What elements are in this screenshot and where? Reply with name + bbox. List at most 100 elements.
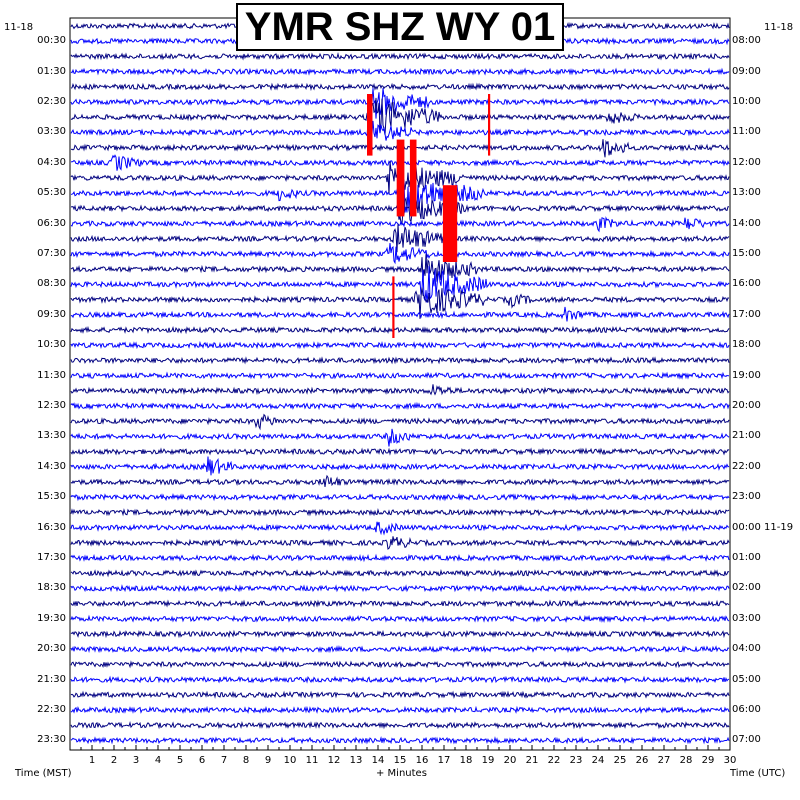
x-tick-label: 19 bbox=[481, 755, 495, 766]
clipped-signal bbox=[442, 185, 458, 262]
x-axis-left-label: Time (MST) bbox=[15, 768, 72, 779]
left-time-label: 04:30 bbox=[37, 156, 66, 168]
x-tick-label: 6 bbox=[198, 755, 206, 766]
left-time-label: 09:30 bbox=[37, 308, 66, 320]
right-time-label: 02:00 bbox=[732, 582, 761, 594]
seismic-trace bbox=[70, 584, 730, 593]
left-time-label: 19:30 bbox=[37, 612, 66, 624]
seismic-trace bbox=[70, 52, 730, 61]
seismic-trace bbox=[70, 705, 730, 715]
x-tick-label: 22 bbox=[547, 755, 561, 766]
x-tick-label: 5 bbox=[176, 755, 184, 766]
seismic-trace bbox=[70, 413, 730, 431]
x-tick-label: 21 bbox=[525, 755, 539, 766]
seismic-trace bbox=[70, 384, 730, 396]
x-tick-label: 2 bbox=[110, 755, 118, 766]
left-time-label: 12:30 bbox=[37, 400, 66, 411]
x-tick-label: 17 bbox=[437, 755, 451, 766]
right-time-label: 09:00 bbox=[732, 65, 761, 77]
left-time-label: 17:30 bbox=[37, 552, 66, 563]
left-time-label: 07:30 bbox=[37, 248, 66, 259]
right-time-label: 08:00 bbox=[732, 35, 761, 47]
x-axis-label: + Minutes bbox=[376, 768, 427, 779]
clipped-signal bbox=[488, 94, 491, 156]
x-tick-label: 26 bbox=[635, 755, 649, 766]
right-time-label: 21:00 bbox=[732, 430, 761, 442]
seismic-trace bbox=[70, 521, 730, 536]
left-time-label: 16:30 bbox=[37, 521, 66, 533]
right-time-label: 03:00 bbox=[732, 612, 761, 624]
right-time-label: 17:00 bbox=[732, 308, 761, 320]
x-tick-label: 14 bbox=[371, 755, 385, 766]
x-tick-label: 15 bbox=[393, 755, 407, 766]
seismic-trace bbox=[70, 306, 730, 322]
x-tick-label: 18 bbox=[459, 755, 473, 766]
x-tick-label: 1 bbox=[88, 755, 96, 766]
x-tick-label: 4 bbox=[154, 755, 162, 766]
clipped-signal bbox=[396, 139, 405, 217]
right-time-label: 13:00 bbox=[732, 187, 761, 199]
x-tick-label: 29 bbox=[701, 755, 715, 766]
seismic-trace bbox=[70, 614, 730, 623]
x-tick-label: 16 bbox=[415, 755, 429, 766]
right-time-label: 12:00 bbox=[732, 156, 761, 168]
right-time-label: 00:00 11-19 bbox=[732, 521, 794, 533]
chart-title-box: YMR SHZ WY 01 bbox=[236, 3, 564, 51]
right-time-label: 11:00 bbox=[732, 126, 761, 138]
x-axis-right-label: Time (UTC) bbox=[730, 768, 786, 779]
seismic-trace bbox=[70, 492, 730, 502]
left-time-label: 08:30 bbox=[37, 278, 66, 290]
seismic-trace bbox=[70, 356, 730, 365]
seismic-trace bbox=[70, 340, 730, 350]
right-time-label: 01:00 bbox=[732, 552, 761, 563]
left-time-label: 10:30 bbox=[37, 339, 66, 351]
right-time-label: 07:00 bbox=[732, 734, 761, 746]
right-time-label: 20:00 bbox=[732, 400, 761, 411]
left-time-label: 11:30 bbox=[37, 369, 66, 381]
seismic-trace bbox=[70, 474, 730, 487]
left-time-label: 00:30 bbox=[37, 35, 66, 47]
seismic-trace bbox=[70, 456, 730, 476]
seismic-trace bbox=[70, 660, 730, 669]
seismic-trace bbox=[70, 97, 730, 138]
left-time-label: 14:30 bbox=[37, 460, 66, 472]
x-tick-label: 23 bbox=[569, 755, 583, 766]
right-time-label: 10:00 bbox=[732, 96, 761, 107]
seismic-trace bbox=[70, 67, 730, 76]
left-time-label: 15:30 bbox=[37, 491, 66, 503]
seismic-trace bbox=[70, 287, 730, 319]
seismic-trace bbox=[70, 690, 730, 699]
seismic-trace bbox=[70, 88, 730, 119]
seismic-trace bbox=[70, 536, 730, 550]
seismic-trace bbox=[70, 428, 730, 447]
left-time-label: 22:30 bbox=[37, 704, 66, 715]
left-time-label: 01:30 bbox=[37, 65, 66, 77]
seismic-trace bbox=[70, 243, 730, 265]
seismic-trace bbox=[70, 721, 730, 730]
clip-group bbox=[367, 94, 491, 338]
x-tick-label: 12 bbox=[327, 755, 341, 766]
left-time-label: 21:30 bbox=[37, 673, 66, 685]
seismic-trace bbox=[70, 447, 730, 456]
x-tick-label: 3 bbox=[132, 755, 140, 766]
chart-title: YMR SHZ WY 01 bbox=[244, 4, 556, 49]
right-time-label: 22:00 bbox=[732, 460, 761, 472]
right-time-label: 15:00 bbox=[732, 248, 761, 259]
seismic-trace bbox=[70, 644, 730, 654]
right-time-label: 18:00 bbox=[732, 339, 761, 351]
right-time-label: 14:00 bbox=[732, 217, 761, 229]
date-right-label: 11-18 bbox=[764, 22, 794, 33]
left-time-label: 02:30 bbox=[37, 96, 66, 107]
x-tick-label: 10 bbox=[283, 755, 297, 766]
x-tick-label: 8 bbox=[242, 755, 250, 766]
seismic-trace bbox=[70, 254, 730, 282]
left-time-label: 13:30 bbox=[37, 430, 66, 442]
seismic-trace bbox=[70, 736, 730, 745]
left-time-label: 03:30 bbox=[37, 126, 66, 138]
right-time-label: 16:00 bbox=[732, 278, 761, 290]
x-tick-label: 24 bbox=[591, 755, 605, 766]
x-tick-label: 7 bbox=[220, 755, 228, 766]
seismic-trace bbox=[70, 508, 730, 517]
